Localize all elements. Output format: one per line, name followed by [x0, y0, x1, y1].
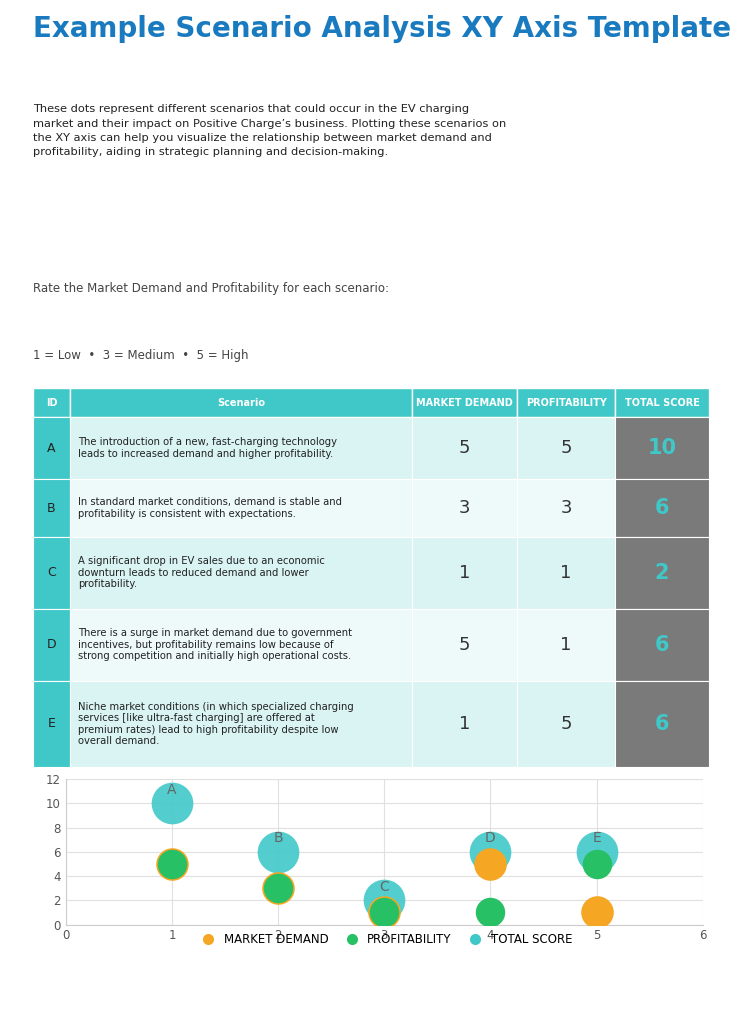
Text: 1 = Low  •  3 = Medium  •  5 = High: 1 = Low • 3 = Medium • 5 = High	[33, 350, 248, 362]
Text: 3: 3	[459, 499, 471, 517]
Text: 1: 1	[459, 564, 470, 582]
Point	[591, 904, 602, 920]
Point	[485, 904, 496, 920]
FancyBboxPatch shape	[616, 681, 709, 767]
FancyBboxPatch shape	[616, 417, 709, 480]
Point	[485, 843, 496, 860]
Text: 5: 5	[561, 439, 572, 457]
FancyBboxPatch shape	[517, 609, 616, 681]
FancyBboxPatch shape	[412, 536, 517, 609]
FancyBboxPatch shape	[517, 681, 616, 767]
FancyBboxPatch shape	[412, 609, 517, 681]
FancyBboxPatch shape	[33, 388, 70, 417]
Point	[378, 904, 390, 920]
Text: A: A	[168, 782, 176, 797]
FancyBboxPatch shape	[70, 417, 412, 480]
FancyBboxPatch shape	[616, 536, 709, 609]
Point	[591, 855, 602, 872]
Text: 6: 6	[654, 498, 669, 518]
FancyBboxPatch shape	[616, 388, 709, 417]
Point	[272, 843, 284, 860]
FancyBboxPatch shape	[517, 417, 616, 480]
Text: Scenario: Scenario	[217, 397, 265, 407]
Text: Rate the Market Demand and Profitability for each scenario:: Rate the Market Demand and Profitability…	[33, 282, 389, 296]
FancyBboxPatch shape	[616, 480, 709, 536]
Text: A: A	[48, 442, 56, 454]
Point	[166, 796, 178, 812]
Text: 1: 1	[561, 564, 572, 582]
FancyBboxPatch shape	[70, 536, 412, 609]
Point	[378, 904, 390, 920]
FancyBboxPatch shape	[517, 536, 616, 609]
Text: The introduction of a new, fast-charging technology
leads to increased demand an: The introduction of a new, fast-charging…	[78, 437, 337, 459]
Point	[166, 855, 178, 872]
FancyBboxPatch shape	[517, 480, 616, 536]
Text: C: C	[379, 880, 389, 894]
Text: 2: 2	[654, 563, 669, 583]
Point	[166, 855, 178, 872]
Text: Niche market conditions (in which specialized charging
services [like ultra-fast: Niche market conditions (in which specia…	[78, 701, 354, 747]
Text: C: C	[47, 566, 56, 579]
Text: D: D	[47, 638, 56, 651]
Text: MARKET DEMAND: MARKET DEMAND	[417, 397, 513, 407]
FancyBboxPatch shape	[412, 681, 517, 767]
FancyBboxPatch shape	[412, 388, 517, 417]
Text: E: E	[592, 831, 601, 845]
FancyBboxPatch shape	[70, 681, 412, 767]
Text: Example Scenario Analysis XY Axis Template: Example Scenario Analysis XY Axis Templa…	[33, 15, 731, 44]
Text: TOTAL SCORE: TOTAL SCORE	[624, 397, 699, 407]
Text: 10: 10	[648, 438, 676, 458]
Text: 5: 5	[561, 715, 572, 733]
Text: 5: 5	[459, 636, 471, 653]
Text: There is a surge in market demand due to government
incentives, but profitabilit: There is a surge in market demand due to…	[78, 628, 352, 661]
Text: 1: 1	[561, 636, 572, 653]
FancyBboxPatch shape	[33, 681, 70, 767]
FancyBboxPatch shape	[33, 417, 70, 480]
FancyBboxPatch shape	[33, 609, 70, 681]
Text: 3: 3	[561, 499, 572, 517]
Text: D: D	[485, 831, 496, 845]
Legend: MARKET DEMAND, PROFITABILITY, TOTAL SCORE: MARKET DEMAND, PROFITABILITY, TOTAL SCOR…	[192, 929, 577, 951]
Text: 1: 1	[459, 715, 470, 733]
Text: In standard market conditions, demand is stable and
profitability is consistent : In standard market conditions, demand is…	[78, 497, 343, 519]
Text: 5: 5	[459, 439, 471, 457]
FancyBboxPatch shape	[412, 480, 517, 536]
Text: ID: ID	[46, 397, 57, 407]
Text: These dots represent different scenarios that could occur in the EV charging
mar: These dots represent different scenarios…	[33, 105, 507, 157]
FancyBboxPatch shape	[517, 388, 616, 417]
Text: 6: 6	[654, 635, 669, 654]
Point	[591, 843, 602, 860]
Point	[485, 855, 496, 872]
FancyBboxPatch shape	[616, 609, 709, 681]
FancyBboxPatch shape	[70, 480, 412, 536]
Text: A significant drop in EV sales due to an economic
downturn leads to reduced dema: A significant drop in EV sales due to an…	[78, 556, 325, 589]
FancyBboxPatch shape	[33, 536, 70, 609]
Point	[272, 880, 284, 896]
FancyBboxPatch shape	[70, 388, 412, 417]
FancyBboxPatch shape	[33, 480, 70, 536]
FancyBboxPatch shape	[412, 417, 517, 480]
Point	[378, 892, 390, 908]
Text: PROFITABILITY: PROFITABILITY	[526, 397, 607, 407]
Text: B: B	[48, 502, 56, 514]
Text: B: B	[273, 831, 283, 845]
FancyBboxPatch shape	[70, 609, 412, 681]
Text: E: E	[48, 717, 56, 731]
Text: 6: 6	[654, 714, 669, 734]
Point	[272, 880, 284, 896]
